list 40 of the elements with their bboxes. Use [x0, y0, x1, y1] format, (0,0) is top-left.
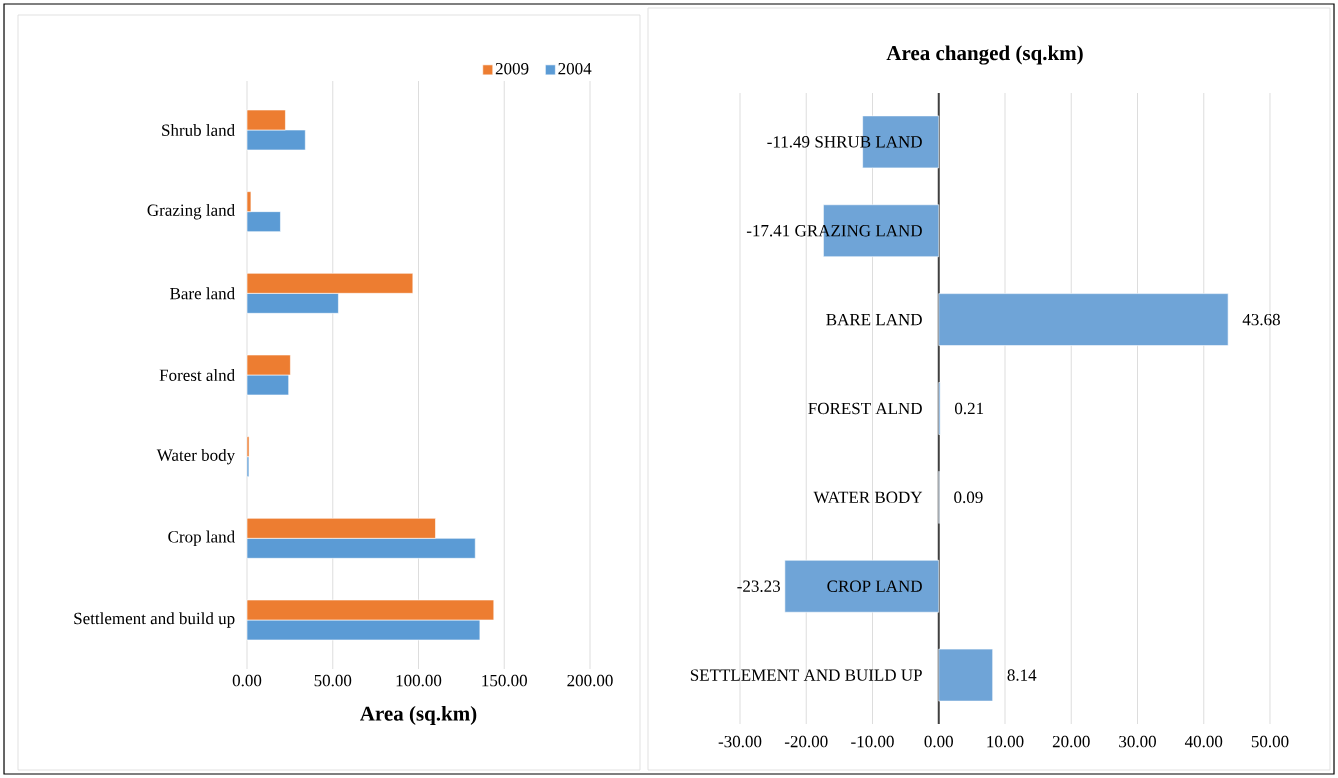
- x-tick-label: 20.00: [1052, 735, 1090, 748]
- x-tick-label: 100.00: [396, 674, 442, 687]
- y-tick-label: Settlement and build up: [74, 612, 235, 628]
- x-axis-title: Area (sq.km): [359, 705, 477, 725]
- data-label: 43.68: [1242, 313, 1280, 326]
- x-tick-label: 50.00: [1251, 735, 1289, 748]
- legend-label: 2004: [558, 62, 592, 75]
- y-tick-label: Water body: [156, 448, 236, 465]
- data-label: -23.23: [737, 580, 780, 592]
- x-tick-label: 10.00: [987, 735, 1024, 748]
- data-label: 0.09: [954, 491, 983, 504]
- y-tick-label: Grazing land: [147, 203, 235, 220]
- chart-title: Area changed (sq.km): [886, 45, 1083, 65]
- data-label: 8.14: [1007, 669, 1037, 681]
- bar: [938, 648, 993, 702]
- x-tick-label: 150.00: [482, 674, 527, 687]
- x-tick-label: 0.00: [924, 735, 953, 748]
- data-label: 0.21: [954, 402, 984, 415]
- data-label: -11.49: [767, 136, 810, 148]
- x-tick-label: 50.00: [314, 674, 352, 687]
- x-tick-label: -10.00: [851, 735, 894, 748]
- legend-label: 2009: [495, 62, 529, 75]
- bar: [784, 559, 940, 613]
- x-tick-label: -20.00: [784, 735, 828, 748]
- x-tick-label: -30.00: [718, 735, 762, 748]
- y-tick-label: Shrub land: [162, 124, 235, 136]
- bar: [938, 293, 1229, 346]
- x-tick-label: 40.00: [1184, 735, 1223, 748]
- y-tick-label: Crop land: [168, 530, 235, 547]
- x-tick-label: 30.00: [1119, 735, 1156, 748]
- y-tick-label: FOREST ALND: [808, 402, 922, 415]
- y-tick-label: WATER BODY: [813, 491, 923, 504]
- y-tick-label: Forest alnd: [159, 369, 235, 381]
- data-label: -17.41: [746, 225, 790, 237]
- x-tick-label: 0.00: [232, 674, 262, 687]
- y-tick-label: BARE LAND: [826, 313, 922, 326]
- y-tick-label: CROP LAND: [827, 580, 922, 592]
- y-tick-label: SETTLEMENT AND BUILD UP: [690, 669, 922, 681]
- x-tick-label: 200.00: [567, 674, 613, 687]
- y-tick-label: Bare land: [170, 287, 235, 300]
